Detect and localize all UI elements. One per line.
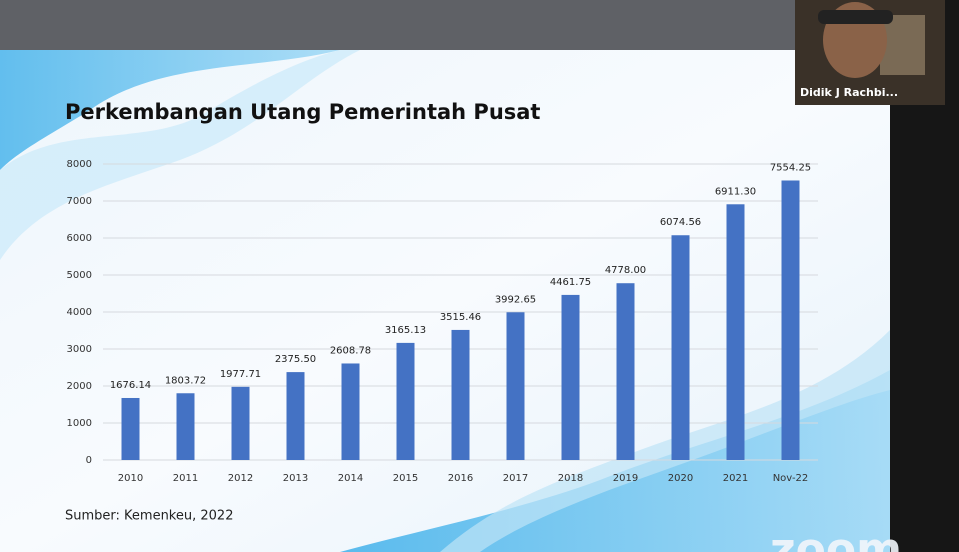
bar [451,329,470,460]
bar [176,393,195,460]
bar [561,294,580,460]
wave-decoration [440,330,890,552]
wave-decoration [0,50,360,260]
y-tick-label: 6000 [67,233,92,244]
data-label: 4461.75 [550,277,591,288]
x-tick-label: 2020 [668,473,693,484]
x-tick-label: 2015 [393,473,418,484]
bar [286,372,305,460]
bar [231,386,250,460]
zoom-logo: zoom [770,524,902,552]
data-label: 3992.65 [495,294,536,305]
x-tick-label: 2019 [613,473,638,484]
data-label: 6074.56 [660,217,701,228]
data-label: 3165.13 [385,325,426,336]
bar [396,342,415,460]
data-label: 2375.50 [275,354,316,365]
data-label: 4778.00 [605,265,646,276]
y-tick-label: 5000 [67,270,92,281]
y-tick-label: 8000 [67,159,92,170]
data-label: 1977.71 [220,369,261,380]
video-background [880,15,925,75]
bar [671,235,690,460]
bar [506,312,525,460]
y-tick-label: 4000 [67,307,92,318]
source-note: Sumber: Kemenkeu, 2022 [65,509,233,524]
bar [726,204,745,460]
chart-title: Perkembangan Utang Pemerintah Pusat [65,100,540,124]
x-tick-label: 2010 [118,473,143,484]
data-label: 2608.78 [330,345,371,356]
x-tick-label: 2013 [283,473,308,484]
wave-decoration [0,50,340,170]
x-tick-label: 2021 [723,473,748,484]
y-tick-label: 0 [86,455,92,466]
data-label: 1676.14 [110,380,151,391]
data-label: 7554.25 [770,162,811,173]
y-tick-label: 2000 [67,381,92,392]
data-label: 1803.72 [165,375,206,386]
y-tick-label: 3000 [67,344,92,355]
x-tick-label: 2016 [448,473,473,484]
x-tick-label: 2014 [338,473,363,484]
data-label: 3515.46 [440,312,481,323]
x-tick-label: 2018 [558,473,583,484]
wave-decoration [340,370,890,552]
data-label: 6911.30 [715,186,756,197]
participant-glasses [818,10,893,24]
x-tick-label: 2011 [173,473,198,484]
bar [341,363,360,460]
y-tick-label: 7000 [67,196,92,207]
bar [616,283,635,460]
bar [781,180,800,461]
y-tick-label: 1000 [67,418,92,429]
x-tick-label: Nov-22 [773,473,809,484]
bar [121,397,140,460]
x-tick-label: 2017 [503,473,528,484]
x-tick-label: 2012 [228,473,253,484]
participant-name: Didik J Rachbi... [800,86,898,99]
